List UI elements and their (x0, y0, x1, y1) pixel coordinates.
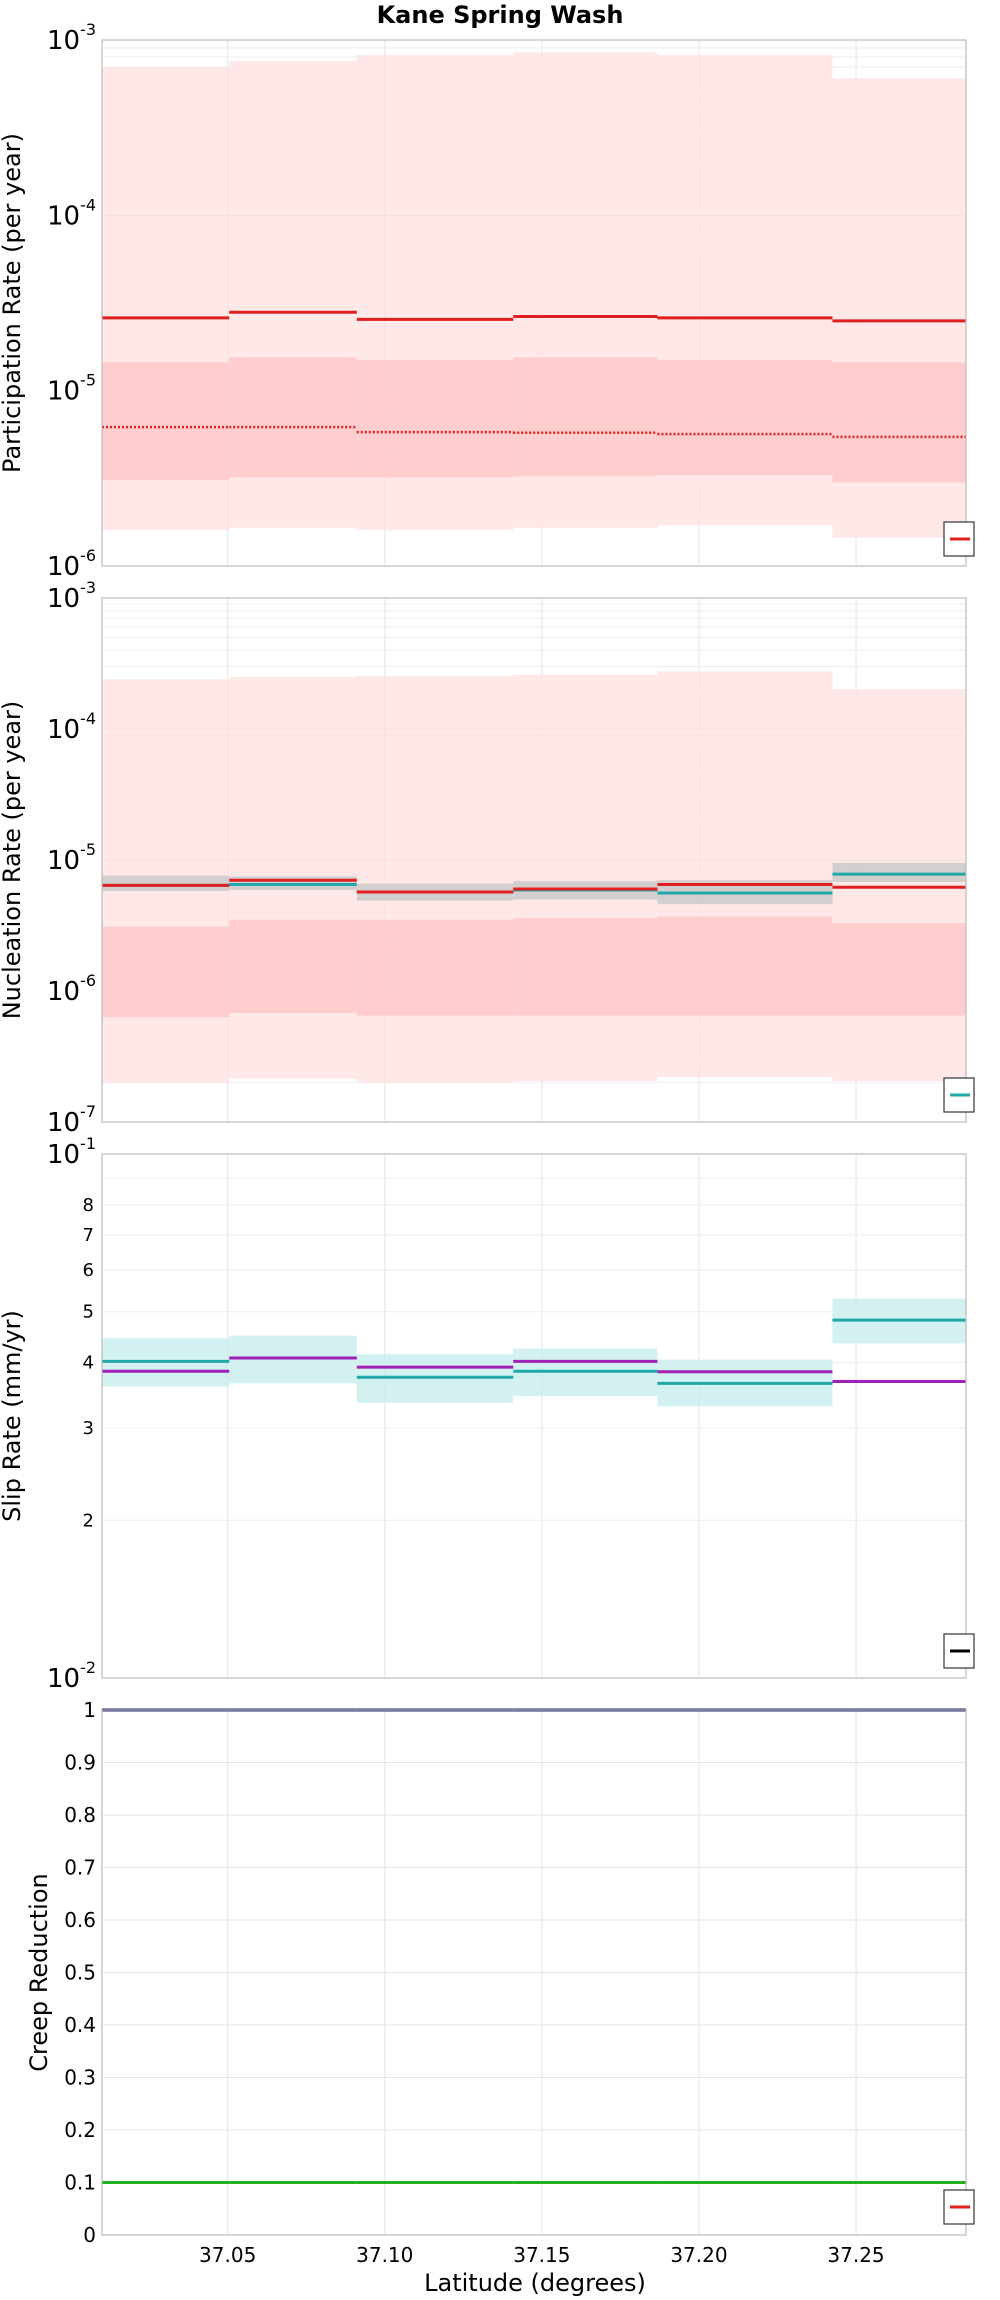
y-tick-label: 0.5 (64, 1961, 96, 1985)
y-tick-label: 4 (83, 1353, 94, 1374)
band-segment (356, 359, 514, 478)
band-segment (513, 674, 658, 1082)
x-tick-labels: 37.05 37.10 37.15 37.20 37.25 (199, 2243, 885, 2267)
panels: 10-6 10-5 10-4 10-3 Participation Rate (per … (0, 20, 975, 2267)
plot-frame (101, 39, 967, 567)
series (102, 310, 966, 439)
y-tick-label: 0.3 (64, 2066, 96, 2090)
series (102, 1708, 966, 2184)
y-tick-label: 10-7 (47, 1102, 96, 1138)
legend (943, 1633, 975, 1669)
series-1 (102, 878, 966, 894)
legend (943, 2189, 975, 2225)
series-0 (102, 310, 966, 323)
band-segment (102, 875, 230, 891)
y-tick-label: 10-6 (47, 546, 96, 582)
y-tick-labels: 0 0.1 0.2 0.3 0.4 0.5 0.6 0.7 0.8 0.9 1 (64, 1698, 96, 2247)
y-tick-label: 2 (83, 1510, 94, 1531)
y-tick-label: 10-4 (47, 195, 96, 231)
y-tick-label: 10-4 (47, 709, 96, 745)
y-axis-label: Slip Rate (mm/yr) (0, 1310, 26, 1522)
y-tick-label: 0 (83, 2223, 96, 2247)
y-tick-label: 0.9 (64, 1751, 96, 1775)
band-segment (229, 919, 357, 1013)
band-segment (657, 671, 833, 1078)
series-1 (102, 1356, 966, 1383)
y-tick-label: 0.2 (64, 2118, 96, 2142)
y-tick-label: 10-3 (47, 578, 96, 614)
series-1 (102, 425, 966, 439)
band-segment (102, 362, 230, 480)
y-tick-label: 0.1 (64, 2171, 96, 2195)
x-tick-label: 37.15 (513, 2243, 570, 2267)
band-segment (832, 362, 966, 483)
y-tick-labels: 10-7 10-6 10-5 10-4 10-3 (47, 578, 96, 1138)
band-segment (513, 918, 658, 1016)
y-tick-label: 10-6 (47, 971, 96, 1007)
uncertainty-bands (102, 671, 966, 1083)
x-tick-label: 37.05 (199, 2243, 256, 2267)
y-tick-label: 3 (83, 1418, 94, 1439)
y-tick-label: 1 (83, 1698, 96, 1722)
band-segment (102, 926, 230, 1018)
panel-creep: 0 0.1 0.2 0.3 0.4 0.5 0.6 0.7 0.8 0.9 1 Creep Reduc… (25, 1698, 975, 2247)
gridlines (102, 1154, 966, 1678)
panel-slip: 10-2 10-1 2 3 4 5 6 7 8 Slip Rate (mm/yr) (0, 1134, 975, 1694)
y-tick-label: 0.8 (64, 1803, 96, 1827)
x-tick-label: 37.10 (356, 2243, 413, 2267)
band-segment (657, 916, 833, 1016)
band-segment (229, 1335, 357, 1384)
legend (943, 521, 975, 557)
y-axis-label: Creep Reduction (25, 1873, 53, 2071)
y-axis-label: Nucleation Rate (per year) (0, 701, 26, 1020)
y-tick-label: 6 (83, 1260, 94, 1281)
y-tick-label: 0.7 (64, 1856, 96, 1880)
y-tick-labels: 10-2 10-1 2 3 4 5 6 7 8 (47, 1134, 96, 1694)
chart-title: Kane Spring Wash (377, 1, 624, 29)
series (102, 872, 966, 895)
y-tick-label: 10-3 (47, 20, 96, 56)
plot-frame (101, 1153, 967, 1679)
y-tick-label: 10-5 (47, 371, 96, 407)
band-segment (513, 357, 658, 477)
band-segment (229, 357, 357, 478)
y-tick-label: 5 (83, 1302, 94, 1323)
y-tick-label: 10-1 (47, 1134, 96, 1170)
y-tick-label: 8 (83, 1195, 94, 1216)
band-segment (356, 919, 514, 1016)
plot-frame (101, 597, 967, 1123)
gridlines (102, 1709, 966, 2236)
y-tick-label: 0.4 (64, 2013, 96, 2037)
uncertainty-bands (102, 1298, 966, 1407)
series (102, 1318, 966, 1385)
x-tick-label: 37.25 (827, 2243, 884, 2267)
band-segment (356, 675, 514, 1083)
panel-nucleation: 10-7 10-6 10-5 10-4 10-3 Nucleation Rate (per… (0, 578, 975, 1138)
plot-frame (101, 1709, 967, 2236)
y-tick-label: 10-5 (47, 840, 96, 876)
band-segment (832, 689, 966, 1082)
y-tick-label: 10-2 (47, 1658, 96, 1694)
band-segment (832, 862, 966, 882)
band-segment (657, 359, 833, 476)
y-tick-label: 0.6 (64, 1908, 96, 1932)
panel-participation: 10-6 10-5 10-4 10-3 Participation Rate (per … (0, 20, 975, 582)
x-axis-label: Latitude (degrees) (424, 2269, 646, 2297)
y-axis-label: Participation Rate (per year) (0, 133, 26, 473)
band-segment (832, 923, 966, 1016)
y-tick-labels: 10-6 10-5 10-4 10-3 (47, 20, 96, 582)
legend (943, 1077, 975, 1113)
uncertainty-bands (102, 52, 966, 538)
x-tick-label: 37.20 (670, 2243, 727, 2267)
y-tick-label: 7 (83, 1225, 94, 1246)
